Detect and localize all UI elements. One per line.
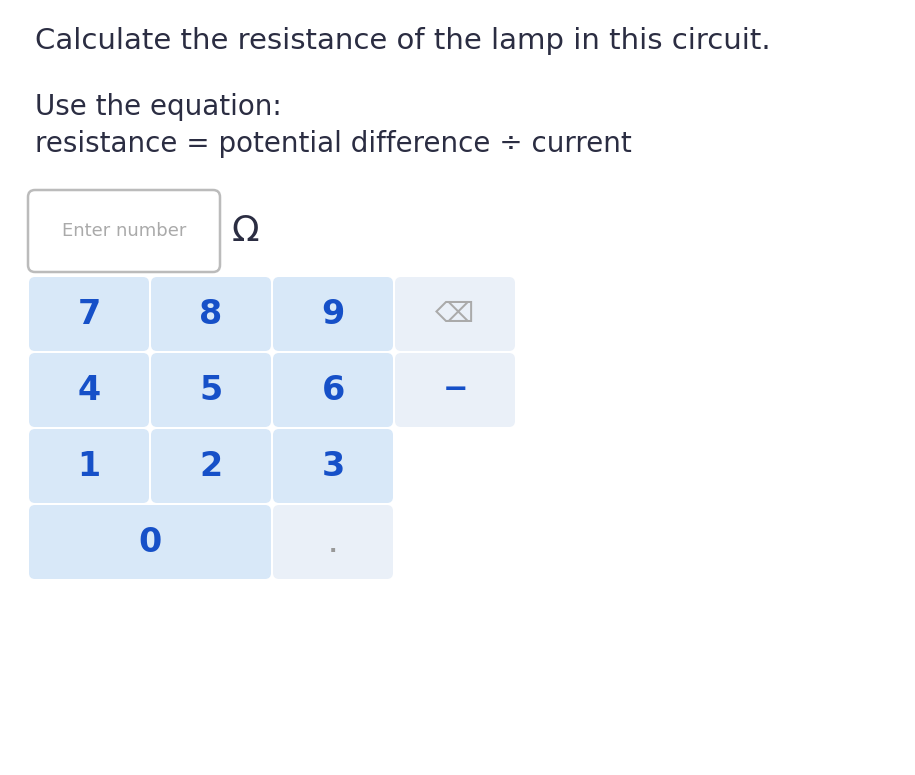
Text: Calculate the resistance of the lamp in this circuit.: Calculate the resistance of the lamp in …	[35, 27, 770, 55]
FancyBboxPatch shape	[29, 277, 149, 351]
Text: 8: 8	[199, 298, 222, 330]
Text: Enter number: Enter number	[62, 222, 186, 240]
Text: −: −	[442, 376, 468, 405]
FancyBboxPatch shape	[28, 190, 220, 272]
Text: 1: 1	[78, 449, 101, 483]
Text: resistance = potential difference ÷ current: resistance = potential difference ÷ curr…	[35, 130, 631, 158]
Text: 3: 3	[321, 449, 345, 483]
Text: Use the equation:: Use the equation:	[35, 93, 282, 121]
Text: .: .	[328, 536, 338, 556]
FancyBboxPatch shape	[273, 429, 393, 503]
FancyBboxPatch shape	[29, 353, 149, 427]
Text: 6: 6	[321, 374, 345, 407]
FancyBboxPatch shape	[151, 353, 271, 427]
Text: 9: 9	[321, 298, 345, 330]
Text: 0: 0	[138, 525, 162, 559]
Text: 5: 5	[199, 374, 222, 407]
FancyBboxPatch shape	[273, 277, 393, 351]
FancyBboxPatch shape	[29, 505, 271, 579]
FancyBboxPatch shape	[395, 277, 515, 351]
FancyBboxPatch shape	[151, 429, 271, 503]
FancyBboxPatch shape	[273, 353, 393, 427]
FancyBboxPatch shape	[29, 429, 149, 503]
Text: Ω: Ω	[232, 214, 260, 248]
Text: 7: 7	[78, 298, 101, 330]
Text: ⌫: ⌫	[436, 300, 475, 328]
FancyBboxPatch shape	[151, 277, 271, 351]
Text: 2: 2	[199, 449, 222, 483]
Text: 4: 4	[78, 374, 101, 407]
FancyBboxPatch shape	[395, 353, 515, 427]
FancyBboxPatch shape	[273, 505, 393, 579]
